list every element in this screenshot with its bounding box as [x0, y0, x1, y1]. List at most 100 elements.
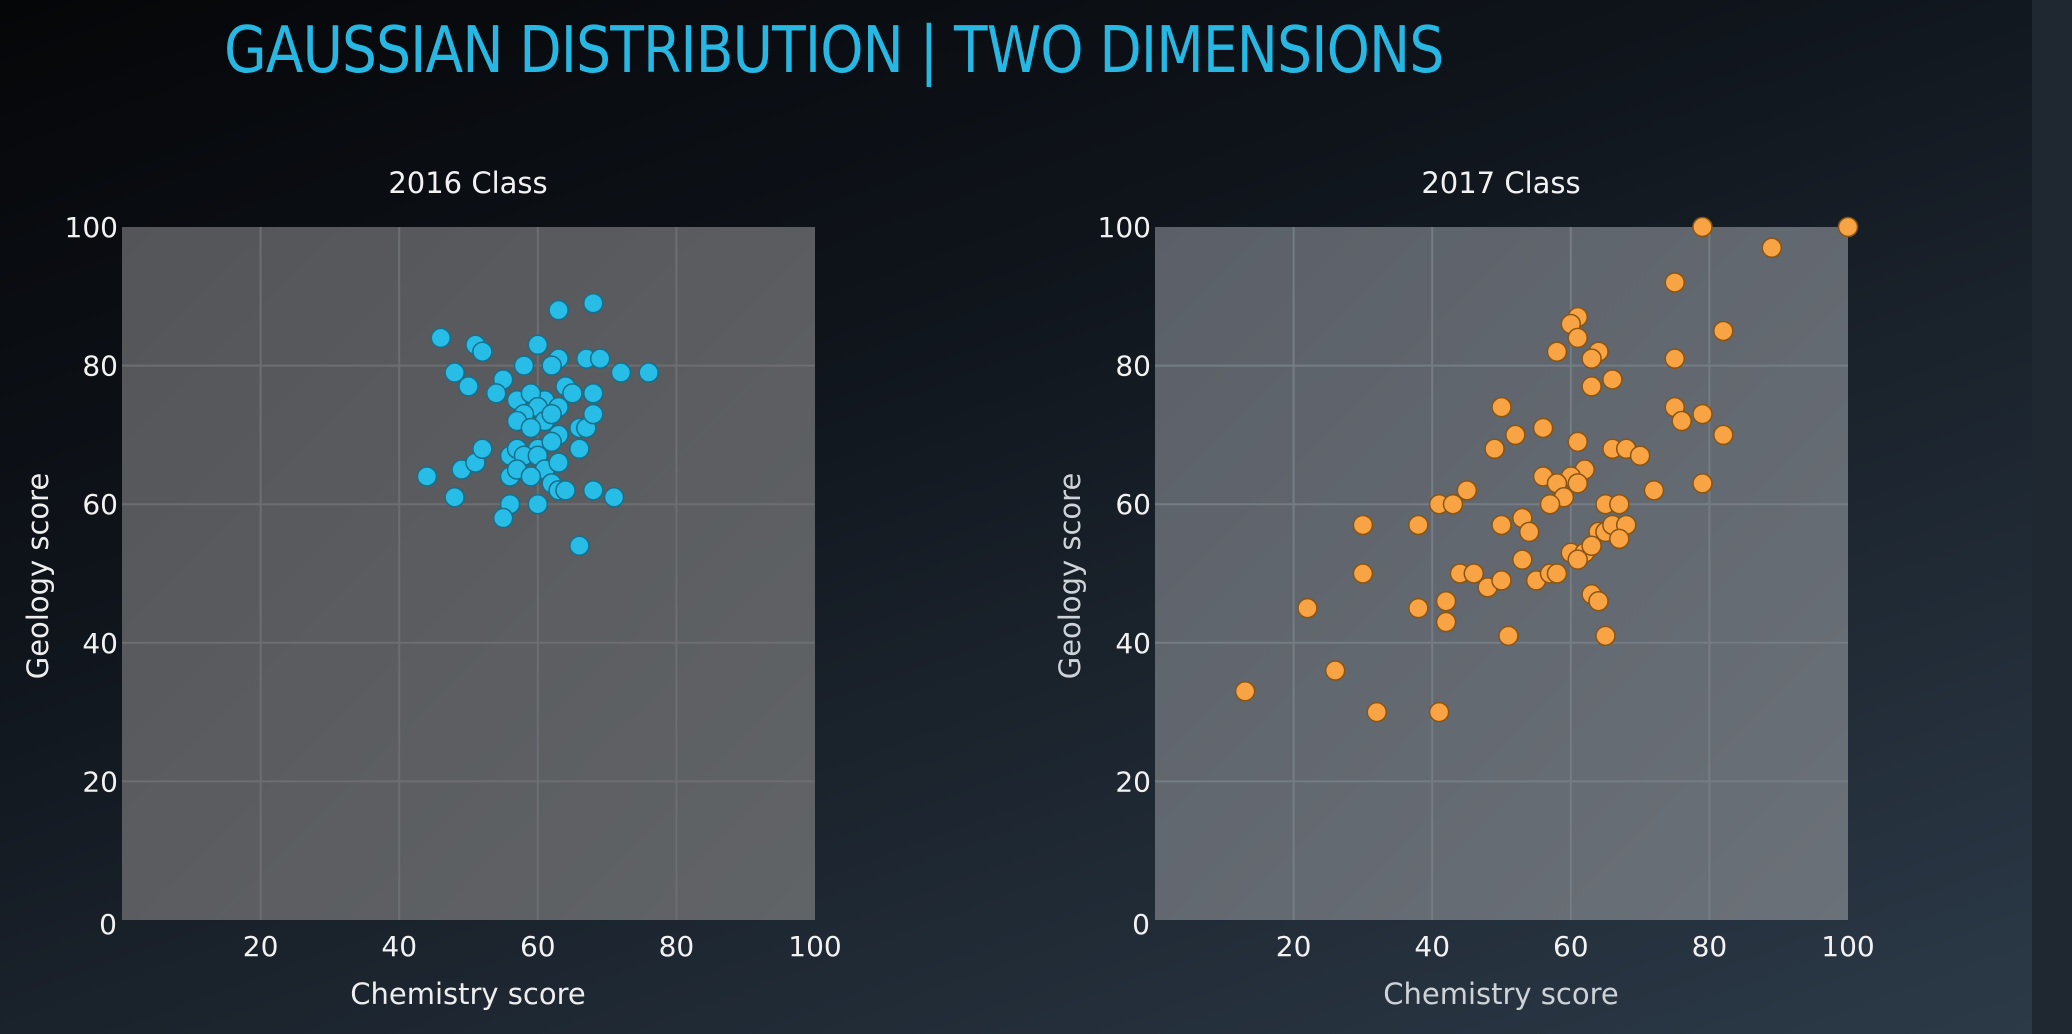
data-point	[582, 383, 604, 404]
y-tick-label: 100	[65, 211, 118, 244]
x-tick-label: 80	[1692, 930, 1728, 963]
data-point	[1428, 701, 1450, 723]
gridlines	[122, 227, 815, 920]
data-point	[1643, 480, 1665, 501]
data-point	[1532, 417, 1554, 439]
x-tick-label: 100	[788, 930, 841, 963]
data-point	[1567, 431, 1588, 453]
x-tick-label: 40	[1414, 930, 1450, 963]
data-point	[541, 355, 562, 376]
x-tick-label: 20	[243, 930, 279, 963]
data-point	[610, 362, 632, 383]
data-point	[492, 507, 514, 529]
y-axis-label: Geology score	[1053, 473, 1087, 680]
data-point	[1505, 424, 1526, 446]
data-point	[1324, 660, 1346, 681]
data-point	[444, 362, 465, 383]
data-point	[1629, 445, 1651, 466]
data-point	[1581, 376, 1602, 397]
data-point	[582, 292, 604, 314]
data-point	[1761, 237, 1783, 259]
data-point	[1609, 493, 1630, 515]
data-point	[527, 493, 549, 515]
x-tick-label: 0	[99, 908, 117, 941]
data-point	[472, 438, 493, 460]
data-point	[1692, 403, 1713, 425]
x-tick-labels: 0 20 40 60 80 100	[99, 908, 842, 963]
data-point	[1234, 681, 1256, 702]
x-tick-label: 100	[1821, 930, 1874, 963]
chart-title: 2016 Class	[388, 166, 547, 200]
data-point	[1539, 493, 1561, 515]
data-points	[1234, 216, 1859, 723]
data-point	[1442, 493, 1464, 515]
data-point	[1671, 410, 1692, 432]
data-point	[1408, 597, 1429, 619]
data-point	[472, 341, 493, 362]
y-axis-label: Geology score	[21, 473, 55, 680]
data-point	[541, 403, 562, 425]
data-point	[458, 376, 479, 397]
data-point	[1408, 514, 1429, 536]
data-point	[1713, 424, 1734, 446]
data-point	[1484, 438, 1505, 460]
data-point	[569, 535, 590, 557]
data-point	[548, 299, 569, 321]
y-tick-labels: 20 40 60 80 100	[1098, 211, 1151, 798]
data-point	[444, 487, 465, 508]
data-point	[1692, 473, 1713, 494]
data-point	[520, 466, 542, 487]
data-point	[1546, 341, 1568, 362]
x-tick-label: 0	[1132, 908, 1150, 941]
y-tick-labels: 20 40 60 80 100	[65, 211, 118, 798]
slide-right-edge	[2032, 0, 2072, 1034]
data-point	[1692, 216, 1713, 238]
data-point	[555, 480, 576, 501]
data-point	[1567, 473, 1588, 494]
data-point	[1435, 590, 1457, 612]
y-tick-label: 60	[1115, 488, 1151, 521]
scatter-chart-2016: 2016 Class 0 20 40 60 80 100 20 40 60 80 100 Chem…	[21, 166, 842, 1011]
data-point	[1581, 348, 1602, 369]
y-tick-label: 40	[1115, 627, 1151, 660]
data-point	[1498, 625, 1519, 647]
data-point	[485, 383, 507, 404]
x-axis-label: Chemistry score	[350, 977, 585, 1011]
data-point	[589, 348, 611, 369]
x-tick-label: 60	[520, 930, 556, 963]
scatter-chart-2017: 2017 Class 0 20 40 60 80 100 20 40 60 80 100 Chem…	[1053, 166, 1875, 1011]
data-point	[638, 362, 659, 383]
y-tick-label: 80	[1115, 350, 1151, 383]
data-point	[1491, 570, 1512, 591]
data-point	[1456, 480, 1478, 501]
data-point	[1463, 563, 1485, 584]
gridlines	[1155, 227, 1848, 920]
chart-title: 2017 Class	[1421, 166, 1580, 200]
data-point	[416, 466, 438, 487]
data-point	[1352, 563, 1374, 584]
data-point	[569, 438, 590, 460]
slide-title: GAUSSIAN DISTRIBUTION | TWO DIMENSIONS	[224, 14, 1444, 88]
data-point	[1491, 396, 1512, 418]
x-tick-label: 20	[1276, 930, 1312, 963]
data-point	[513, 355, 535, 376]
data-point	[1491, 514, 1512, 536]
y-tick-label: 40	[82, 627, 118, 660]
x-axis-label: Chemistry score	[1383, 977, 1618, 1011]
data-point	[520, 417, 542, 439]
data-point	[541, 431, 562, 453]
y-tick-label: 100	[1098, 211, 1151, 244]
data-point	[1435, 611, 1457, 633]
x-tick-label: 60	[1553, 930, 1589, 963]
data-point	[1581, 535, 1602, 557]
y-tick-label: 20	[1115, 765, 1151, 798]
data-point	[582, 480, 604, 501]
data-point	[1664, 272, 1685, 293]
data-point	[1352, 514, 1374, 536]
data-point	[527, 334, 549, 356]
data-point	[562, 383, 583, 404]
data-point	[1602, 369, 1623, 390]
data-point	[1664, 348, 1685, 369]
y-tick-label: 60	[82, 488, 118, 521]
